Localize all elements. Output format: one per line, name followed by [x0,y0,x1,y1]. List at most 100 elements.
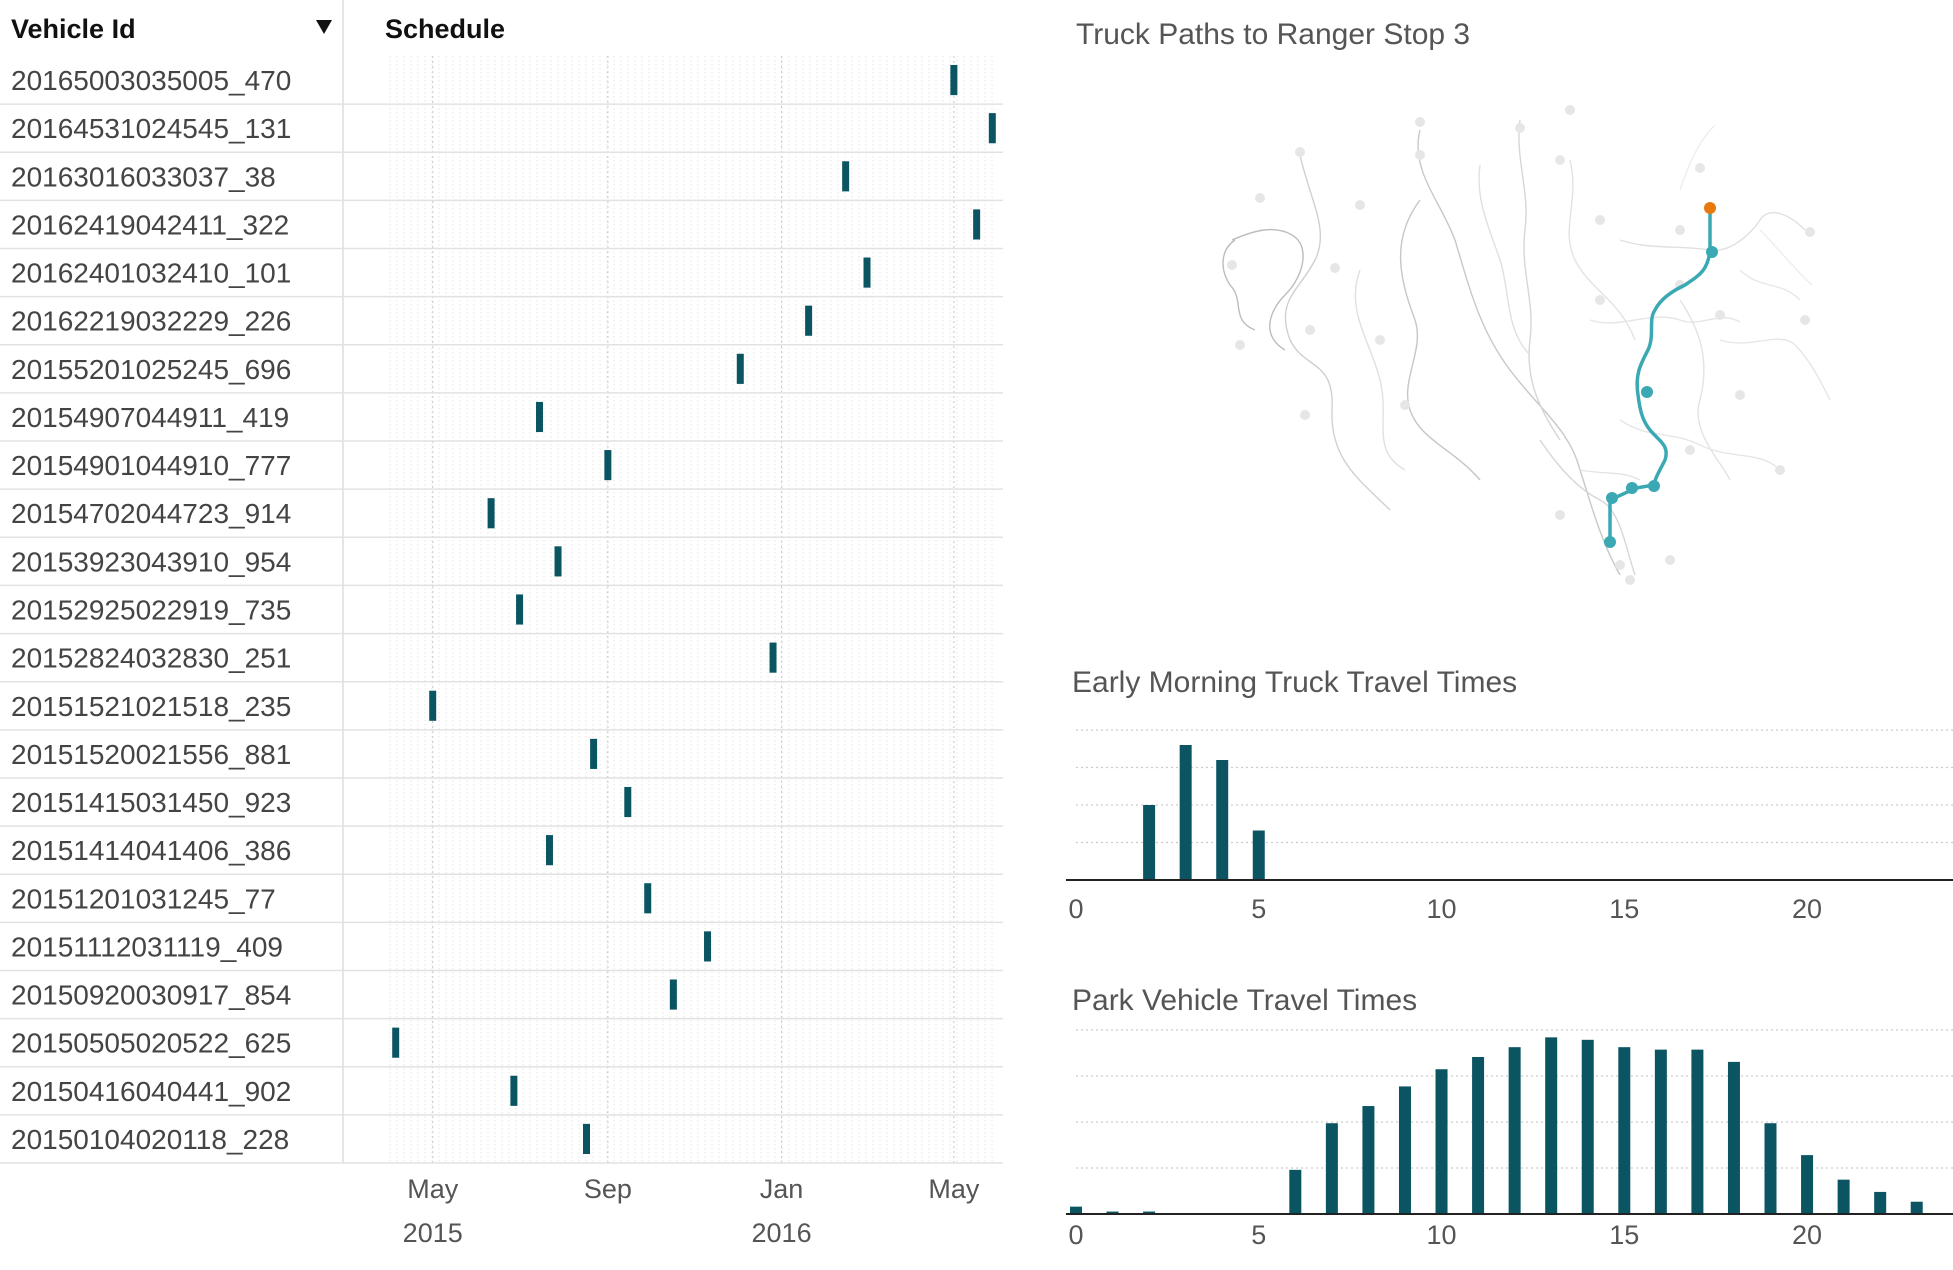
schedule-bar[interactable] [582,1123,590,1154]
table-row[interactable]: 20151520021556_881 [0,738,1003,779]
table-row[interactable]: 20162419042411_322 [0,209,1003,250]
vehicle-id-cell: 20152925022919_735 [11,595,291,626]
table-row[interactable]: 20165003035005_470 [0,65,1003,105]
histogram-bar[interactable] [1618,1047,1631,1214]
x-tick-label: 0 [1068,894,1083,924]
schedule-bar[interactable] [590,738,598,769]
triangle-down-icon[interactable] [316,20,332,34]
schedule-bar[interactable] [805,305,813,336]
histogram-bar[interactable] [1874,1191,1887,1214]
vehicle-id-cell: 20154907044911_419 [11,402,289,433]
schedule-bar[interactable] [516,594,524,625]
table-row[interactable]: 20162401032410_101 [0,257,1003,298]
route-stop-5[interactable] [1606,492,1618,504]
table-row[interactable]: 20151415031450_923 [0,786,1003,827]
schedule-header[interactable]: Schedule [385,14,505,44]
histogram-bar[interactable] [1252,830,1265,881]
ranger-stop-3-marker[interactable] [1704,202,1716,214]
schedule-bar[interactable] [669,979,677,1010]
schedule-bar[interactable] [510,1075,518,1106]
schedule-bar[interactable] [624,786,632,818]
vehicle-id-cell: 20162419042411_322 [11,209,289,240]
x-tick-year: 2015 [403,1218,463,1247]
table-row[interactable]: 20155201025245_696 [0,353,1003,394]
x-tick-label: 20 [1792,1220,1822,1250]
histogram-bar[interactable] [1654,1049,1667,1214]
histogram-bar[interactable] [1070,1206,1082,1214]
table-row[interactable]: 20151521021518_235 [0,690,1003,731]
schedule-bar[interactable] [487,498,495,529]
table-row[interactable]: 20154702044723_914 [0,498,1003,539]
chart2-body: 0 5 10 15 20 [1066,1029,1953,1250]
table-row[interactable]: 20150416040441_902 [0,1075,1003,1116]
schedule-bar[interactable] [842,161,850,192]
table-row[interactable]: 20151112031119_409 [0,931,1003,972]
histogram-bar[interactable] [1179,745,1192,880]
schedule-rows: 20165003035005_470 20164531024545_131 2016… [0,65,1003,1164]
histogram-bar[interactable] [1472,1056,1485,1214]
schedule-bar[interactable] [644,883,652,914]
histogram-bar[interactable] [1801,1155,1814,1214]
route-stop-2[interactable] [1641,386,1653,398]
histogram-bar[interactable] [1143,805,1156,880]
table-row[interactable]: 20163016033037_38 [0,161,1003,202]
table-row[interactable]: 20151414041406_386 [0,835,1003,875]
table-row[interactable]: 20162219032229_226 [0,305,1003,346]
histogram-bar[interactable] [1581,1039,1594,1214]
x-tick-label: 10 [1427,1220,1457,1250]
route-stop-3[interactable] [1648,480,1660,492]
table-row[interactable]: 20152824032830_251 [0,642,1003,683]
background-paths [1222,119,1831,576]
vehicle-id-cell: 20151415031450_923 [11,787,291,818]
table-row[interactable]: 20150505020522_625 [0,1027,1003,1068]
histogram-bar[interactable] [1289,1169,1302,1214]
truck-route [1608,208,1712,545]
histogram-bar[interactable] [1727,1061,1740,1214]
table-row[interactable]: 20164531024545_131 [0,113,1003,154]
schedule-bar[interactable] [392,1027,400,1058]
table-row[interactable]: 20154901044910_777 [0,450,1003,490]
histogram-bar[interactable] [1508,1047,1521,1214]
schedule-bar[interactable] [950,65,958,96]
table-row[interactable]: 20150104020118_228 [0,1123,1003,1164]
histogram-bar[interactable] [1691,1049,1704,1214]
table-row[interactable]: 20152925022919_735 [0,594,1003,635]
histogram-bar[interactable] [1910,1201,1923,1214]
schedule-bar[interactable] [604,450,612,481]
vehicle-id-cell: 20151414041406_386 [11,835,291,866]
histogram-bar[interactable] [1764,1123,1777,1214]
histogram-bar[interactable] [1398,1086,1411,1214]
table-row[interactable]: 20151201031245_77 [0,883,1003,924]
chart1-title: Early Morning Truck Travel Times [1072,666,1517,699]
schedule-bar[interactable] [769,642,777,673]
route-start[interactable] [1604,536,1616,548]
vehicle-id-header[interactable]: Vehicle Id [11,14,136,44]
schedule-bar[interactable] [545,835,553,866]
x-tick-label: 10 [1427,894,1457,924]
route-stop-1[interactable] [1706,246,1718,258]
histogram-bar[interactable] [1362,1106,1375,1214]
schedule-bar[interactable] [554,546,562,577]
histogram-bar[interactable] [1545,1037,1558,1214]
schedule-bar[interactable] [736,353,744,384]
vehicle-id-cell: 20164531024545_131 [11,113,291,144]
table-row[interactable]: 20154907044911_419 [0,401,1003,442]
histogram-bar[interactable] [1106,1211,1119,1214]
vehicle-id-cell: 20151521021518_235 [11,691,291,722]
histogram-bar[interactable] [1325,1123,1338,1214]
route-stop-4[interactable] [1626,482,1638,494]
schedule-bar[interactable] [704,931,712,962]
schedule-bar[interactable] [863,257,871,288]
histogram-bar[interactable] [1216,760,1229,880]
chart2-title: Park Vehicle Travel Times [1072,984,1417,1017]
schedule-bar[interactable] [973,209,981,240]
histogram-bar[interactable] [1837,1179,1850,1214]
schedule-bar[interactable] [988,113,996,144]
table-row[interactable]: 20150920030917_854 [0,979,1003,1020]
x-tick-label: 15 [1609,1220,1639,1250]
table-row[interactable]: 20153923043910_954 [0,546,1003,587]
histogram-bar[interactable] [1435,1069,1448,1214]
histogram-bar[interactable] [1143,1211,1156,1214]
schedule-bar[interactable] [536,401,544,433]
schedule-bar[interactable] [429,690,437,721]
